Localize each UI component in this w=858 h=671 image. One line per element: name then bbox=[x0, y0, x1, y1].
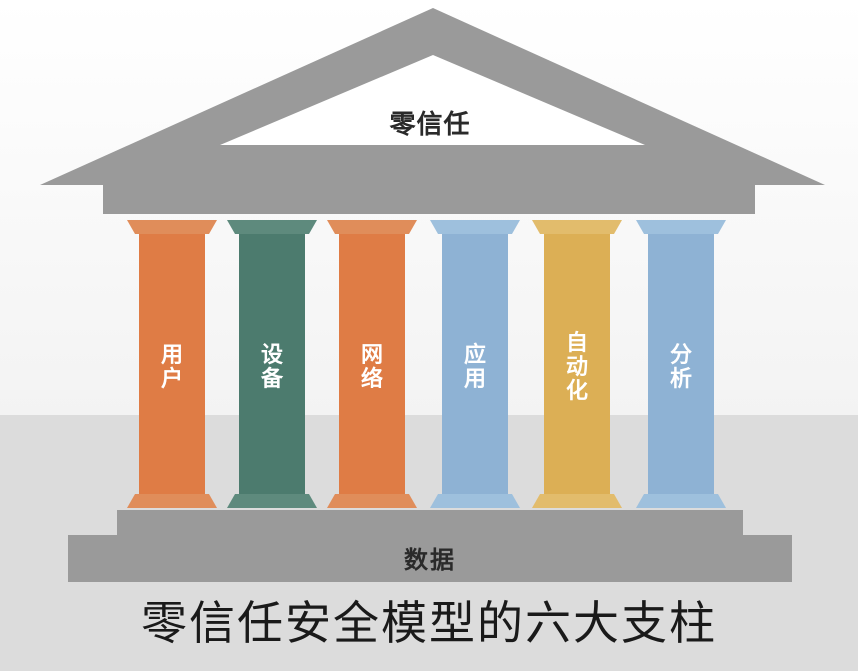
pillar-capital-2 bbox=[227, 220, 317, 234]
pillar-label-6: 分析 bbox=[669, 343, 692, 392]
pillar-capital-1 bbox=[127, 220, 217, 234]
pillar-base-6 bbox=[636, 494, 726, 508]
pillar-label-2: 设备 bbox=[260, 343, 283, 392]
base-step-lower bbox=[68, 535, 792, 582]
roof-label: 零信任 bbox=[389, 110, 471, 140]
pillar-shaft-6 bbox=[648, 234, 714, 494]
pillar-base-5 bbox=[532, 494, 622, 508]
pillar-base-2 bbox=[227, 494, 317, 508]
caption: 零信任安全模型的六大支柱 bbox=[141, 596, 717, 650]
pillar-shaft-1 bbox=[139, 234, 205, 494]
entablature bbox=[103, 185, 755, 214]
pillar-shaft-5 bbox=[544, 234, 610, 494]
pillar-base-4 bbox=[430, 494, 520, 508]
roof-inner bbox=[220, 55, 645, 145]
pillar-shaft-2 bbox=[239, 234, 305, 494]
pillar-label-5: 自动化 bbox=[565, 331, 588, 404]
pillar-capital-5 bbox=[532, 220, 622, 234]
pillar-base-1 bbox=[127, 494, 217, 508]
pillar-label-4: 应用 bbox=[463, 343, 486, 392]
pillar-capital-4 bbox=[430, 220, 520, 234]
pillar-label-3: 网络 bbox=[360, 343, 383, 392]
pillars-group bbox=[127, 220, 726, 508]
pillar-shaft-3 bbox=[339, 234, 405, 494]
pillar-label-1: 用户 bbox=[160, 343, 183, 392]
pillar-capital-6 bbox=[636, 220, 726, 234]
pillar-shaft-4 bbox=[442, 234, 508, 494]
pillar-base-3 bbox=[327, 494, 417, 508]
pillar-capital-3 bbox=[327, 220, 417, 234]
base-step-upper bbox=[117, 510, 743, 535]
base-label: 数据 bbox=[404, 546, 456, 574]
